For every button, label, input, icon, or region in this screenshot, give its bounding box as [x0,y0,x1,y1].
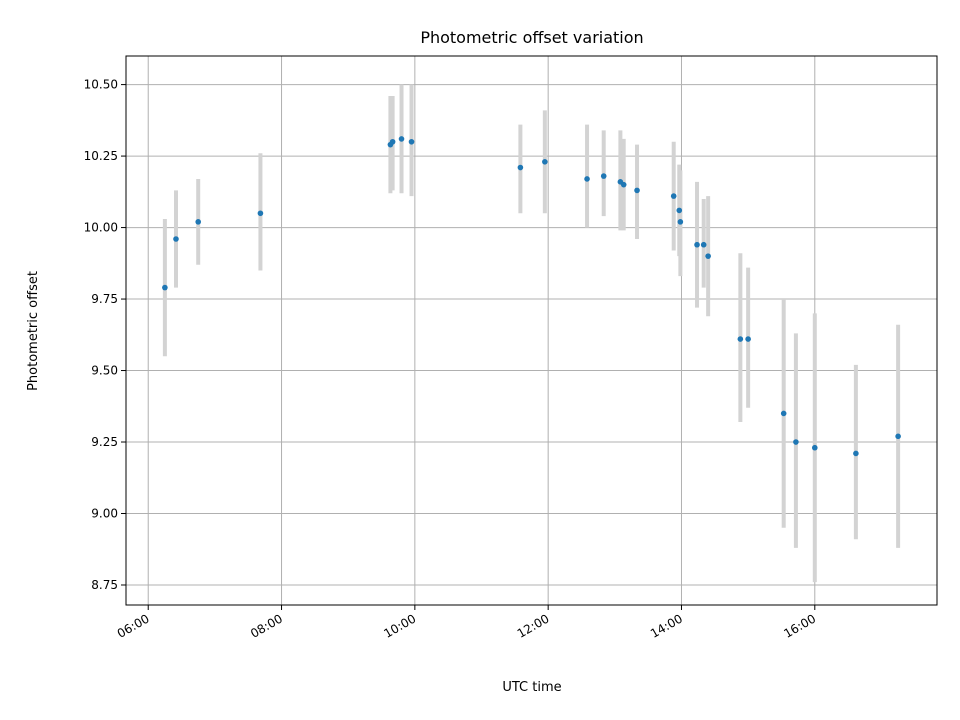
y-tick-label: 10.25 [84,149,118,163]
y-tick-label: 9.00 [91,507,118,521]
data-point [620,181,627,188]
data-point [676,207,683,214]
data-point [517,164,524,171]
data-point [705,253,711,259]
data-point [398,136,405,142]
data-point [700,241,707,248]
data-points [162,136,901,457]
data-point [634,187,640,194]
plot-area-frame [125,55,938,606]
data-point [173,236,179,242]
data-point [600,173,607,179]
x-tick-label: 16:00 [781,611,818,640]
y-axis-ticks: 8.75 9.00 9.25 9.50 9.75 10.00 10.25 10.50 [84,78,126,592]
data-point [542,158,548,165]
y-tick-label: 10.00 [84,221,118,235]
data-point [793,439,799,445]
data-point [584,176,590,182]
x-axis-label: UTC time [502,680,561,695]
data-point [389,138,396,145]
y-tick-label: 9.50 [91,364,118,378]
data-point [694,241,700,248]
x-axis-ticks: 06:00 08:00 10:00 12:00 14:00 16:00 [115,605,818,641]
chart-title: Photometric offset variation [420,28,643,47]
data-point [195,219,202,225]
data-point [677,219,684,225]
data-point [737,336,744,342]
y-tick-label: 8.75 [91,578,118,592]
x-tick-label: 08:00 [248,611,285,640]
x-tick-label: 14:00 [648,611,685,640]
data-point [162,284,168,291]
y-axis-label: Photometric offset [26,271,41,391]
data-point [257,210,264,217]
data-point [408,138,415,145]
y-tick-label: 9.25 [91,435,118,449]
data-point [745,336,751,342]
data-point [811,444,818,451]
data-point [853,450,859,457]
x-tick-label: 10:00 [381,611,418,640]
y-tick-label: 9.75 [91,292,118,306]
x-tick-label: 06:00 [115,611,152,640]
data-point [670,193,677,199]
y-tick-label: 10.50 [84,78,118,92]
data-point [780,410,787,417]
error-bars [162,84,901,583]
data-point [895,433,901,440]
x-tick-label: 12:00 [515,611,552,640]
